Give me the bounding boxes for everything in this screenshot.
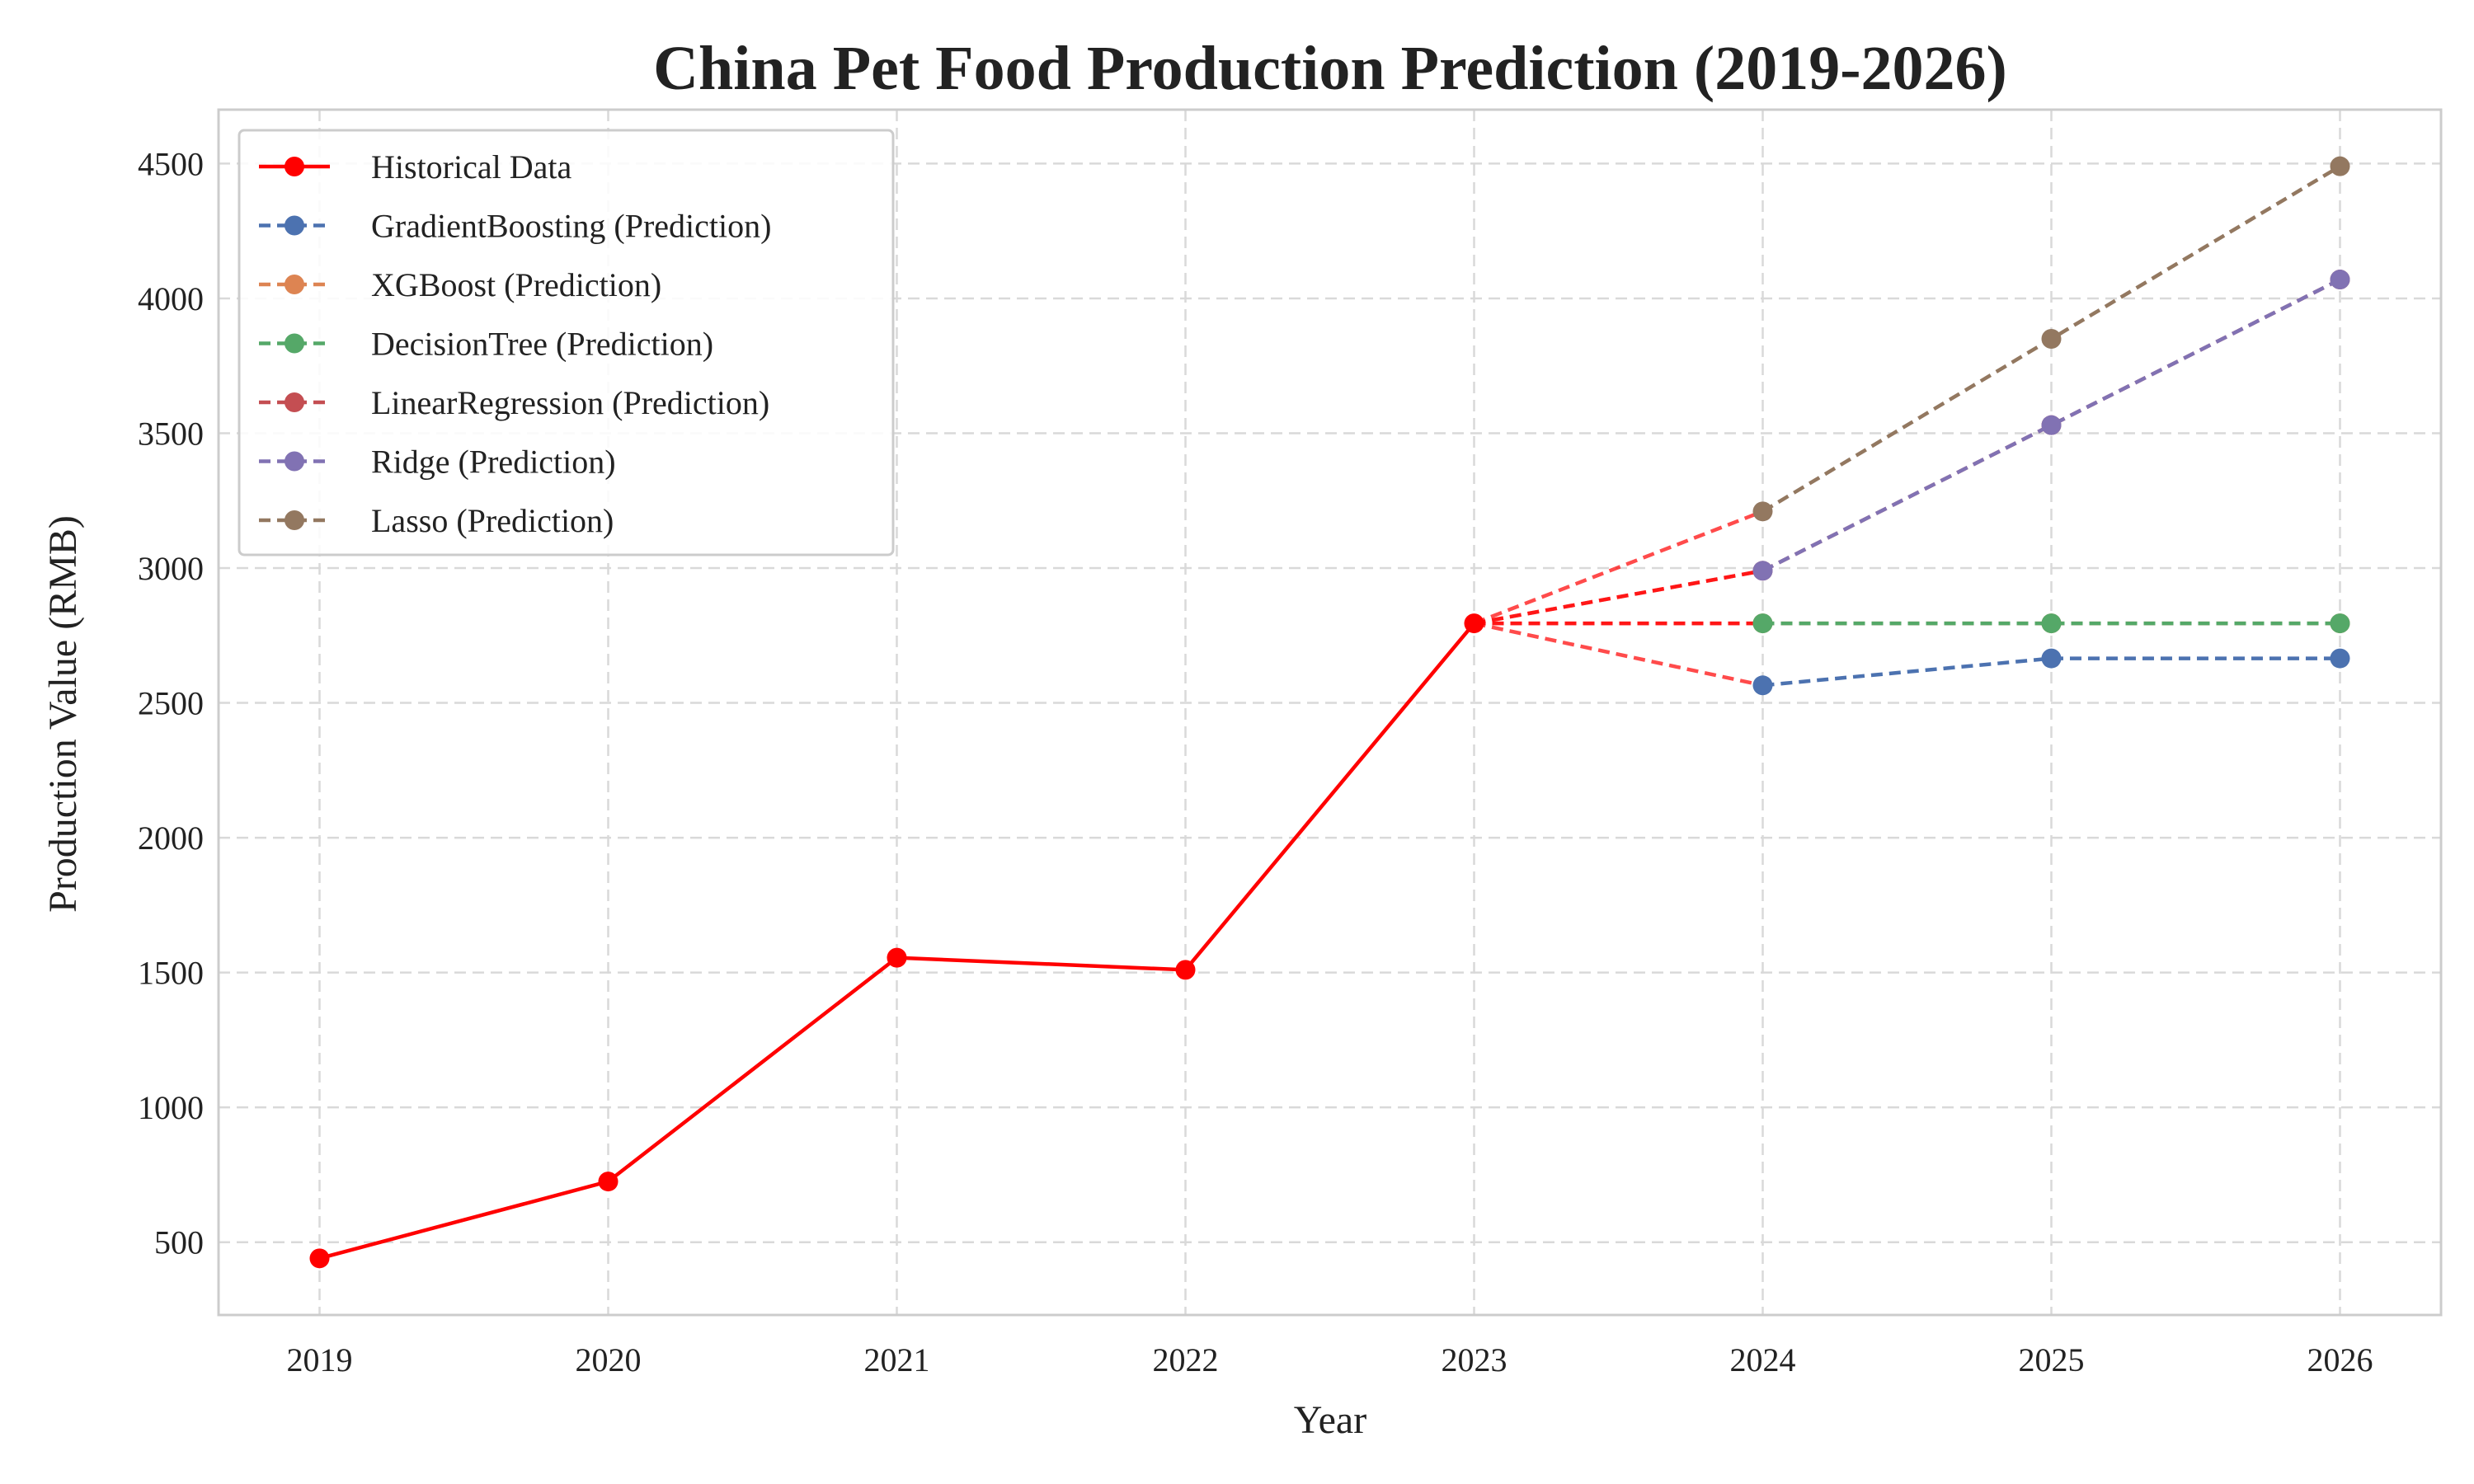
prediction-connector-line bbox=[1474, 569, 1763, 626]
prediction-data-point bbox=[1752, 675, 1773, 696]
historical-data-point bbox=[887, 947, 907, 968]
prediction-data-point bbox=[2041, 329, 2062, 350]
grid bbox=[219, 110, 2441, 1315]
y-tick-label: 4000 bbox=[138, 280, 204, 317]
y-axis-label: Production Value (RMB) bbox=[41, 515, 85, 913]
y-tick-label: 3500 bbox=[138, 415, 204, 452]
prediction-data-point bbox=[2330, 648, 2350, 669]
x-tick-label: 2022 bbox=[1153, 1341, 1219, 1378]
prediction-data-point bbox=[2041, 415, 2062, 435]
prediction-data-point bbox=[1752, 613, 1773, 634]
x-tick-label: 2021 bbox=[864, 1341, 930, 1378]
prediction-data-point bbox=[2330, 613, 2350, 634]
prediction-data-point bbox=[1752, 501, 1773, 522]
historical-data-point bbox=[309, 1248, 330, 1269]
legend-swatch-marker bbox=[285, 392, 304, 412]
plot-frame bbox=[217, 108, 2443, 1317]
legend-entry-label: Lasso (Prediction) bbox=[371, 502, 614, 539]
legend-entry-label: LinearRegression (Prediction) bbox=[371, 384, 769, 421]
x-tick-label: 2023 bbox=[1442, 1341, 1507, 1378]
y-tick-label: 2500 bbox=[138, 685, 204, 722]
prediction-data-point bbox=[1752, 561, 1773, 581]
y-tick-label: 1000 bbox=[138, 1089, 204, 1126]
legend-swatch-marker bbox=[285, 451, 304, 472]
series-lines bbox=[309, 156, 2350, 1269]
prediction-data-point bbox=[2330, 270, 2350, 290]
prediction-data-point bbox=[2330, 156, 2350, 176]
legend-swatch-marker bbox=[285, 275, 304, 294]
legend-swatch-marker bbox=[285, 333, 304, 354]
y-tick-label: 500 bbox=[154, 1224, 204, 1261]
legend-swatch-marker bbox=[285, 157, 304, 176]
y-tick-label: 2000 bbox=[138, 819, 204, 857]
legend-entry-label: Historical Data bbox=[371, 148, 571, 186]
legend-entry-label: Ridge (Prediction) bbox=[371, 444, 616, 481]
legend-swatch-marker bbox=[285, 510, 304, 530]
prediction-connector-line bbox=[1474, 621, 1763, 688]
prediction-connectors bbox=[1473, 510, 1764, 688]
legend-entry-label: GradientBoosting (Prediction) bbox=[371, 208, 771, 245]
y-tick-label: 1500 bbox=[138, 955, 204, 992]
y-tick-label: 3000 bbox=[138, 550, 204, 587]
x-tick-label: 2025 bbox=[2019, 1341, 2085, 1378]
prediction-series-line bbox=[1762, 656, 2340, 688]
chart-title: China Pet Food Production Prediction (20… bbox=[653, 34, 2007, 103]
y-tick-label: 4500 bbox=[138, 145, 204, 182]
historical-data-point bbox=[598, 1172, 618, 1192]
legend-entry-label: XGBoost (Prediction) bbox=[371, 266, 661, 303]
legend-swatch-marker bbox=[285, 215, 304, 236]
x-tick-label: 2026 bbox=[2307, 1341, 2373, 1378]
x-tick-label: 2020 bbox=[576, 1341, 642, 1378]
legend-entry-label: DecisionTree (Prediction) bbox=[371, 326, 713, 363]
x-tick-label: 2024 bbox=[1730, 1341, 1796, 1378]
historical-data-point bbox=[1464, 613, 1484, 634]
legend: Historical Data GradientBoosting (Predict… bbox=[238, 129, 895, 556]
prediction-data-point bbox=[2041, 648, 2062, 669]
prediction-connector-line bbox=[1473, 510, 1764, 626]
legend-box bbox=[238, 129, 895, 556]
historical-data-point bbox=[1175, 960, 1196, 980]
prediction-data-point bbox=[2041, 613, 2062, 634]
axis-ticks: 2019 2020 2021 2022 2023 2024 2025 2026 500 1000 1… bbox=[138, 145, 2373, 1378]
x-axis-label: Year bbox=[1294, 1398, 1366, 1442]
x-tick-label: 2019 bbox=[287, 1341, 353, 1378]
